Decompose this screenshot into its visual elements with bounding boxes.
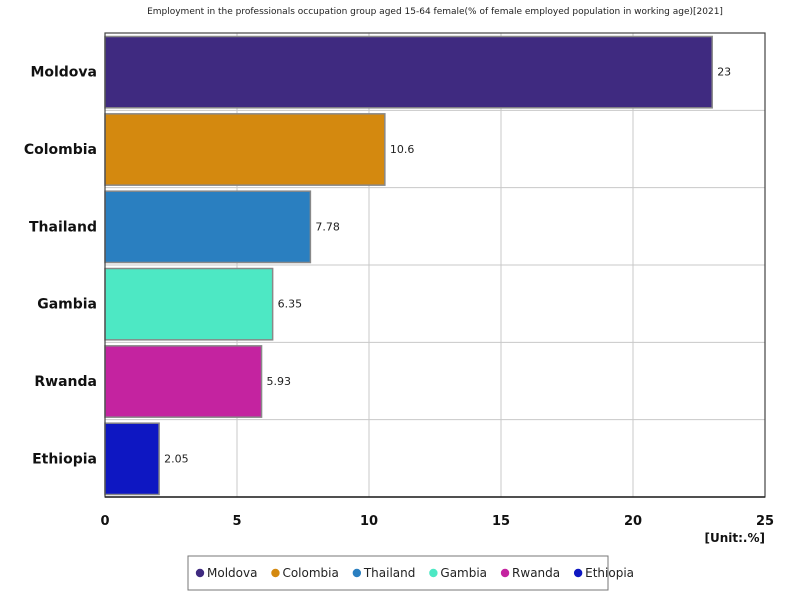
legend-marker xyxy=(352,568,362,578)
legend-marker xyxy=(429,568,438,578)
chart-title: Employment in the professionals occupati… xyxy=(147,7,723,17)
data-label: 10.6 xyxy=(390,143,415,156)
legend-entry: Ethiopia xyxy=(585,566,634,580)
category-label: Rwanda xyxy=(34,374,97,390)
legend: Moldova Colombia Thailand Gambia Rwanda Ethio… xyxy=(187,555,634,591)
legend-marker xyxy=(500,568,510,578)
legend-marker xyxy=(195,568,205,578)
x-tick-label: 15 xyxy=(492,514,510,529)
category-label: Moldova xyxy=(30,65,97,81)
x-tick-label: 5 xyxy=(232,514,241,529)
data-label: 2.05 xyxy=(164,452,189,465)
axes: Moldova Colombia Thailand Gambia Rwanda Ethio… xyxy=(24,32,774,529)
x-tick-label: 25 xyxy=(756,514,774,529)
category-label: Gambia xyxy=(37,297,97,313)
bar-ethiopia xyxy=(104,422,160,496)
data-label: 6.35 xyxy=(278,298,303,311)
bar-rwanda xyxy=(104,345,263,418)
category-label: Colombia xyxy=(24,142,97,158)
legend-entry: Moldova xyxy=(207,566,257,580)
legend-entry: Gambia xyxy=(440,566,487,580)
bar-gambia xyxy=(104,267,274,341)
legend-entry: Colombia xyxy=(282,566,338,580)
category-label: Thailand xyxy=(29,219,97,235)
legend-marker xyxy=(271,568,280,578)
x-tick-label: 10 xyxy=(360,514,378,529)
data-label: 23 xyxy=(717,66,731,79)
data-label: 5.93 xyxy=(267,375,292,388)
category-label: Ethiopia xyxy=(32,451,97,467)
unit-label: [Unit:.%] xyxy=(705,531,766,545)
data-label: 7.78 xyxy=(315,220,340,233)
bar-colombia xyxy=(104,113,386,186)
bars: 23 10.6 7.78 6.35 5.93 2.05 xyxy=(104,35,731,496)
legend-entry: Thailand xyxy=(363,566,416,580)
bar-thailand xyxy=(104,190,312,264)
x-tick-label: 0 xyxy=(100,514,109,529)
legend-box xyxy=(187,555,609,591)
legend-entry: Rwanda xyxy=(512,566,560,580)
bar-moldova xyxy=(104,35,713,109)
x-tick-label: 20 xyxy=(624,514,642,529)
legend-marker xyxy=(573,568,583,578)
